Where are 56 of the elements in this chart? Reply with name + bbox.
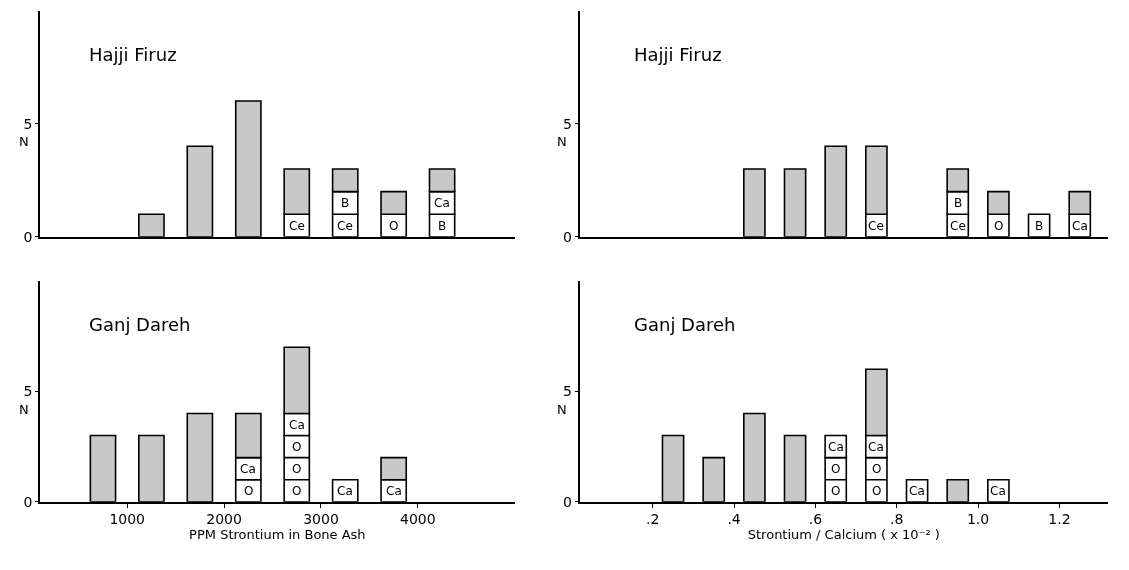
- y-axis-title: N: [19, 402, 29, 417]
- series-label: O: [994, 219, 1004, 233]
- text: O: [831, 462, 841, 476]
- x-tick-label: 3000: [303, 511, 339, 528]
- text: O: [872, 462, 882, 476]
- text: Ce: [950, 219, 966, 233]
- legend-label: O: [831, 484, 841, 498]
- text: O: [292, 440, 302, 454]
- series-label: Ca: [990, 484, 1006, 498]
- x-tick-label: 4000: [400, 511, 436, 528]
- text: Ca: [828, 440, 844, 454]
- text: Ca: [868, 440, 884, 454]
- text: O: [292, 462, 302, 476]
- text: Ca: [909, 484, 925, 498]
- text: Ganj Dareh: [89, 314, 191, 335]
- x-tick-label: 1000: [109, 511, 146, 528]
- series-label: Ce: [868, 219, 884, 233]
- series-label: Ce: [289, 219, 305, 233]
- x-tick-label: 2000: [206, 511, 242, 528]
- y-tick-label: 5: [563, 383, 572, 400]
- x-axis-title: Strontium / Calcium ( x 10⁻² ): [747, 527, 940, 543]
- text: Ganj Dareh: [634, 314, 736, 335]
- x-axis-title: PPM Strontium in Bone Ash: [189, 527, 366, 543]
- x-tick-label: .8: [890, 511, 904, 528]
- text: B: [341, 196, 350, 210]
- series-label: O: [389, 219, 399, 233]
- x-tick-label: .6: [808, 511, 823, 528]
- y-tick-label: 0: [23, 493, 33, 510]
- y-tick-label: 5: [563, 115, 572, 132]
- y-tick-label: 0: [563, 228, 572, 245]
- x-tick-label: .4: [727, 511, 741, 528]
- y-tick-label: 0: [23, 228, 33, 245]
- y-axis-title: N: [557, 402, 567, 417]
- series-label: Ca: [1072, 219, 1088, 233]
- text: Ca: [337, 484, 353, 498]
- x-tick-label: 1.0: [966, 511, 990, 528]
- x-tick-label: 1.2: [1048, 511, 1071, 528]
- series-label: B: [1035, 219, 1044, 233]
- legend-label: O: [292, 484, 302, 498]
- text: O: [244, 484, 254, 498]
- series-label: Ca: [434, 196, 450, 210]
- y-axis-title: N: [19, 134, 29, 149]
- text: Ca: [240, 462, 256, 476]
- text: B: [954, 196, 963, 210]
- series-label: B: [438, 219, 447, 233]
- text: O: [872, 484, 882, 498]
- series-label: Ca: [289, 418, 305, 432]
- text: Ca: [386, 484, 402, 498]
- text: Hajji Firuz: [89, 44, 177, 65]
- y-tick-label: 5: [23, 115, 33, 132]
- y-tick-label: 5: [23, 383, 33, 400]
- text: Hajji Firuz: [634, 44, 722, 65]
- text: Ce: [337, 219, 353, 233]
- y-tick-label: 0: [563, 493, 572, 510]
- y-axis-title: N: [557, 134, 567, 149]
- x-tick-label: .2: [646, 511, 660, 528]
